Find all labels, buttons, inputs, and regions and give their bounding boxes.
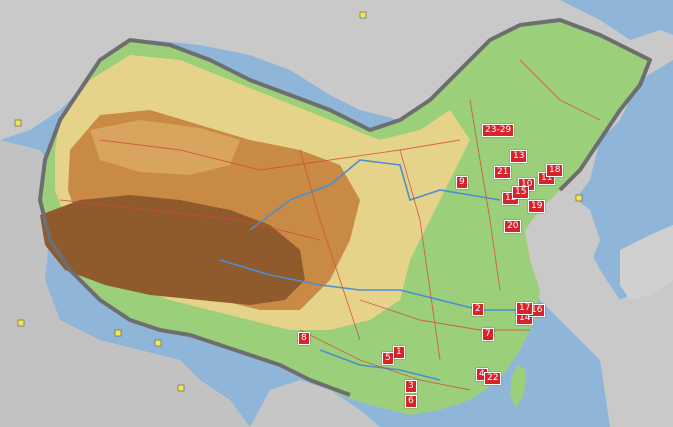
tarim-basin — [90, 120, 240, 175]
province-line — [399, 149, 441, 361]
taiwan — [510, 365, 526, 408]
site-marker-3[interactable]: 3 — [405, 380, 417, 393]
city-dot — [359, 11, 367, 19]
province-line — [519, 59, 601, 121]
province-line — [359, 299, 530, 331]
province-lines — [59, 59, 601, 391]
province-line — [99, 139, 461, 171]
site-marker-19[interactable]: 19 — [528, 200, 546, 213]
city-dot — [17, 319, 25, 327]
japan — [620, 225, 673, 300]
yellow-river — [249, 159, 501, 231]
national-border — [38, 18, 652, 397]
site-marker-22[interactable]: 22 — [484, 372, 502, 385]
site-marker-1[interactable]: 1 — [393, 346, 405, 359]
pearl-river — [319, 349, 441, 381]
site-marker-9[interactable]: 9 — [456, 176, 468, 189]
site-marker-6[interactable]: 6 — [405, 395, 417, 408]
site-marker-20[interactable]: 20 — [504, 220, 522, 233]
site-marker-17[interactable]: 17 — [516, 302, 534, 315]
city-dot — [575, 194, 583, 202]
site-marker-2[interactable]: 2 — [472, 303, 484, 316]
site-marker-13[interactable]: 13 — [510, 150, 528, 163]
site-marker-21[interactable]: 21 — [494, 166, 512, 179]
province-line — [299, 329, 471, 391]
foreign-land-southeast — [250, 380, 380, 427]
province-line — [299, 149, 361, 341]
city-dots — [14, 11, 583, 392]
site-marker-5[interactable]: 5 — [382, 352, 394, 365]
foreign-land-west — [0, 140, 250, 427]
site-marker-23-29[interactable]: 23-29 — [482, 124, 515, 137]
city-dot — [177, 384, 185, 392]
province-line — [469, 99, 501, 291]
korea — [565, 195, 600, 270]
site-marker-15[interactable]: 15 — [512, 186, 530, 199]
city-dot — [114, 329, 122, 337]
city-dot — [14, 119, 22, 127]
province-line — [59, 199, 321, 241]
tibetan-plateau — [40, 195, 305, 305]
site-marker-18[interactable]: 18 — [546, 164, 564, 177]
site-marker-7[interactable]: 7 — [482, 328, 494, 341]
site-marker-8[interactable]: 8 — [298, 332, 310, 345]
city-dot — [154, 339, 162, 347]
